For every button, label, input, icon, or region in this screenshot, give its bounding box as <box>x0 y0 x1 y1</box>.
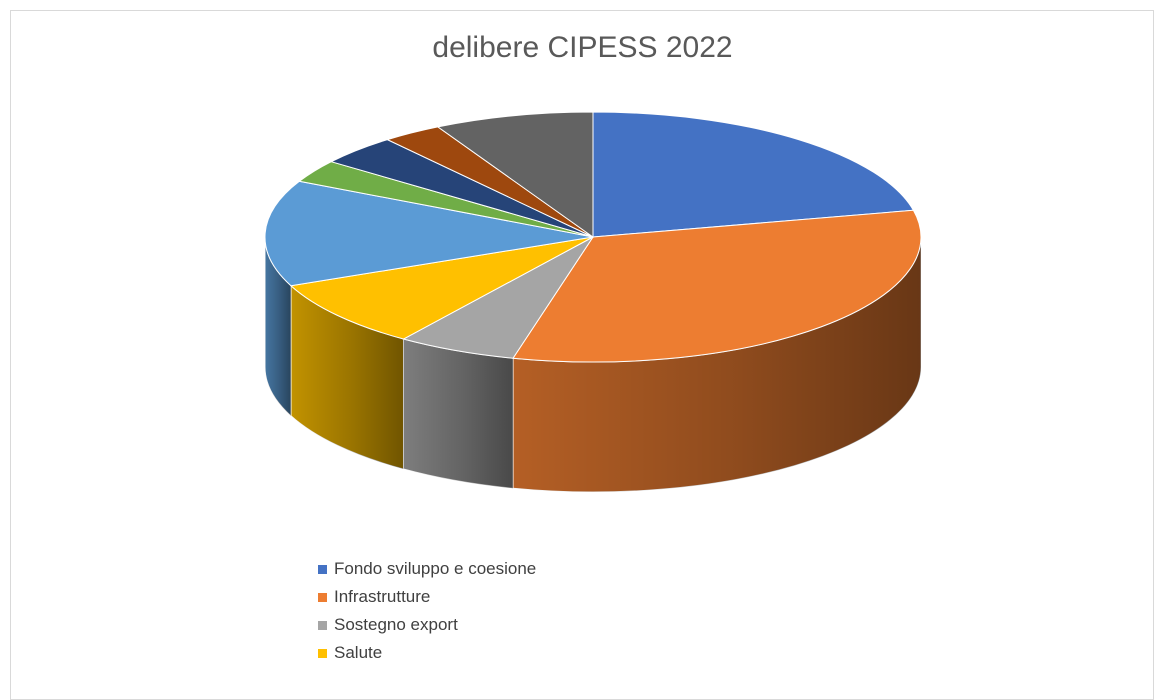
legend-label: Infrastrutture <box>334 587 431 606</box>
legend-swatch <box>318 564 327 574</box>
pie-side-shade <box>512 237 921 492</box>
pie-side-shade <box>403 339 513 489</box>
chart-title: delibere CIPESS 2022 <box>432 31 733 64</box>
pie-side-shade <box>290 285 404 470</box>
pie-slice <box>289 236 594 340</box>
pie-top-faces <box>264 111 922 363</box>
legend-swatch <box>318 592 327 602</box>
pie-slice <box>512 209 922 363</box>
pie-slice <box>264 180 594 287</box>
pie-slice <box>402 236 594 359</box>
pie-chart <box>264 111 922 493</box>
legend-item: Salute <box>318 639 536 667</box>
legend-label: Fondo sviluppo e coesione <box>334 559 537 578</box>
legend-label: Salute <box>334 643 383 662</box>
legend-item: Sostegno export <box>318 611 536 639</box>
legend-item: Fondo sviluppo e coesione <box>318 555 536 583</box>
legend: Fondo sviluppo e coesione Infrastrutture… <box>318 555 536 667</box>
legend-swatch <box>318 620 327 630</box>
legend-swatch <box>318 648 327 658</box>
legend-label: Sostegno export <box>334 615 458 634</box>
pie-side-shade <box>265 237 291 416</box>
pie-slice <box>436 111 594 238</box>
pie-slice <box>592 111 915 238</box>
pie-side-walls <box>264 236 922 493</box>
legend-item: Infrastrutture <box>318 583 536 611</box>
